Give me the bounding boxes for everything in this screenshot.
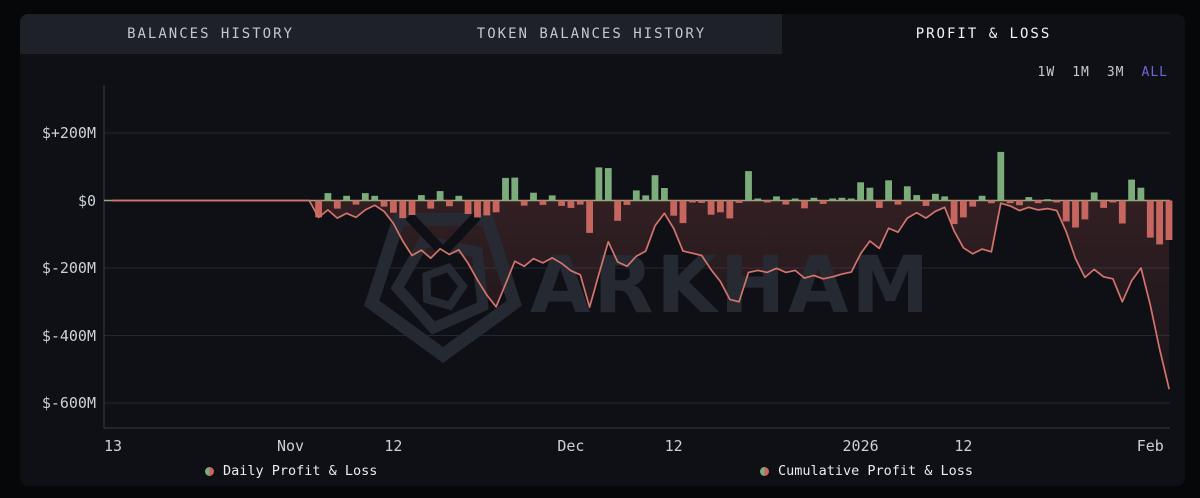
tab-token-balances-history[interactable]: TOKEN BALANCES HISTORY <box>476 26 707 42</box>
inactive-tab-strip: BALANCES HISTORY TOKEN BALANCES HISTORY <box>20 14 782 54</box>
x-tick-label: 12 <box>664 437 683 455</box>
tab-balances-history[interactable]: BALANCES HISTORY <box>127 26 294 42</box>
x-tick-label: Feb <box>1136 437 1164 455</box>
legend-cumulative-pnl[interactable]: Cumulative Profit & Loss <box>760 463 973 479</box>
daily-pnl-dot-icon <box>205 466 214 476</box>
y-tick-label: $0 <box>77 191 96 210</box>
x-tick-label: 12 <box>954 437 973 455</box>
legend-daily-pnl-label: Daily Profit & Loss <box>223 463 378 479</box>
x-tick-label: 2026 <box>842 437 879 455</box>
tab-bar: BALANCES HISTORY TOKEN BALANCES HISTORY … <box>20 14 1185 54</box>
time-range-1w[interactable]: 1W <box>1037 65 1056 80</box>
legend-daily-pnl[interactable]: Daily Profit & Loss <box>205 463 377 479</box>
x-tick-label: 12 <box>384 437 403 455</box>
time-range-all[interactable]: ALL <box>1141 65 1168 80</box>
y-tick-label: $+200M <box>41 124 96 142</box>
time-range-1m[interactable]: 1M <box>1072 65 1090 80</box>
svg-text:ARKHAM: ARKHAM <box>530 241 932 331</box>
y-tick-label: $-200M <box>41 259 96 277</box>
y-tick-label: $-400M <box>41 326 96 345</box>
time-range-3m[interactable]: 3M <box>1106 65 1125 80</box>
x-tick-label: Nov <box>277 437 305 455</box>
cumulative-pnl-dot-icon <box>760 466 769 476</box>
tab-profit-and-loss[interactable]: PROFIT & LOSS <box>782 14 1185 54</box>
y-tick-label: $-600M <box>41 394 96 412</box>
x-tick-label: 13 <box>103 437 123 455</box>
legend-cumulative-pnl-label: Cumulative Profit & Loss <box>778 463 974 479</box>
x-tick-label: Dec <box>557 437 585 455</box>
time-range-selector: 1W 1M 3M ALL <box>1038 65 1168 80</box>
